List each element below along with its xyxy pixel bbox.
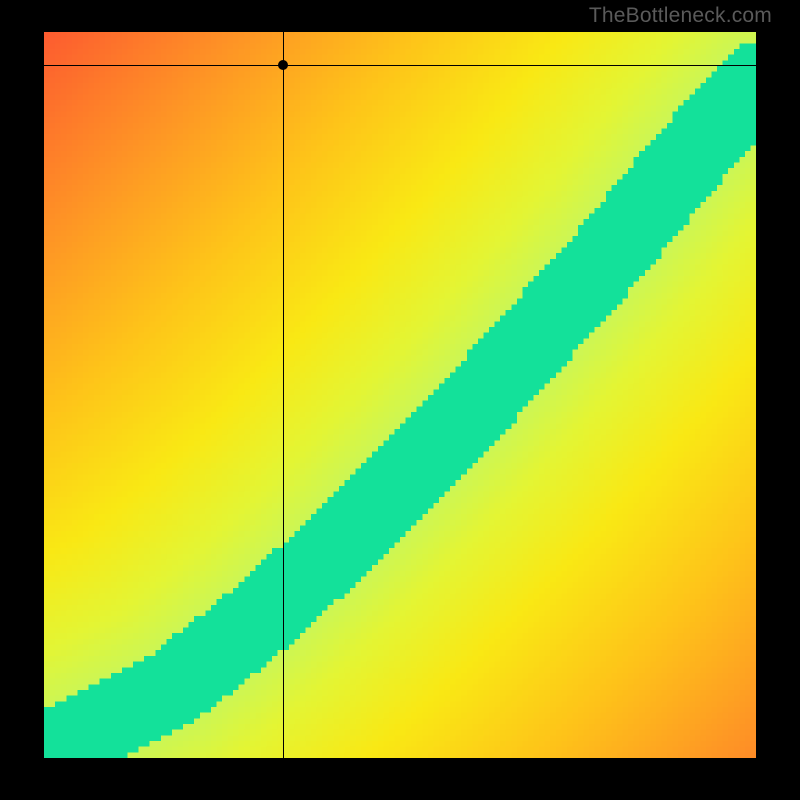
watermark-text: TheBottleneck.com [589, 4, 772, 28]
crosshair-vertical [283, 32, 284, 758]
heatmap-canvas [44, 32, 756, 758]
bottleneck-heatmap [44, 32, 756, 758]
crosshair-horizontal [44, 65, 756, 66]
crosshair-dot [278, 60, 288, 70]
